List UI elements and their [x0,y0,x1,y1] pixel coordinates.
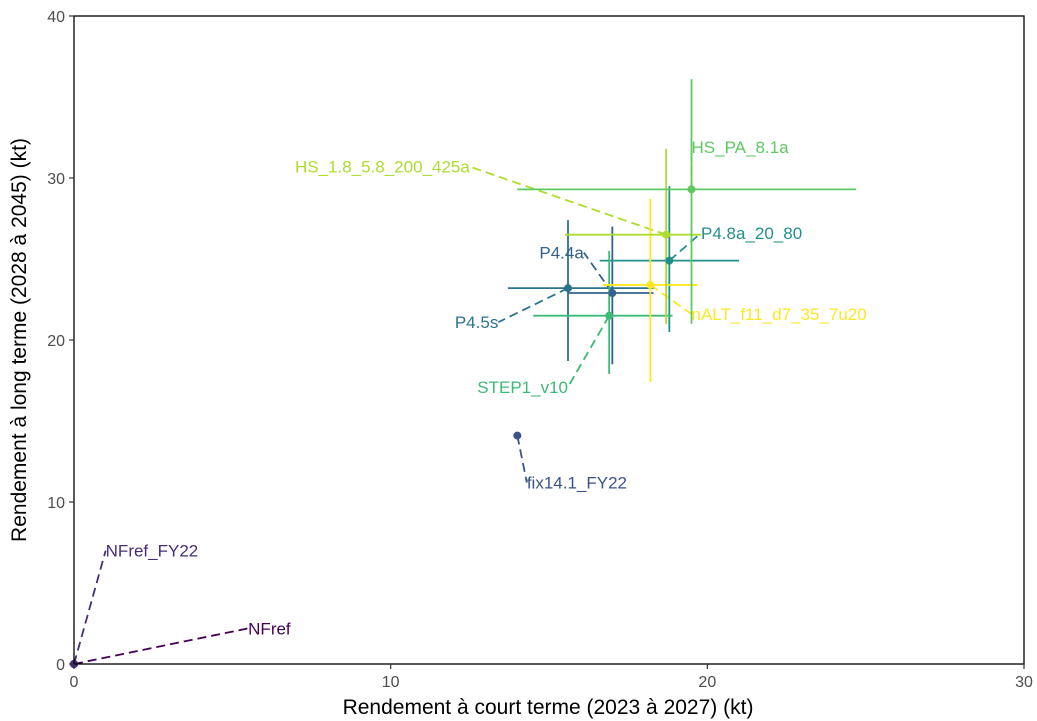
point-label: HS_1.8_5.8_200_425a [295,158,470,177]
data-point [662,230,671,239]
y-tick-label: 20 [47,333,65,350]
x-tick-label: 10 [382,674,400,691]
data-marks: NFref NFref_FY22 fix14.1_FY22 P4.5s P4.4a P4.… [70,79,867,668]
leader-line [73,627,249,665]
y-axis-title: Rendement à long terme (2028 à 2045) (kt… [8,138,31,542]
leader-line [583,252,614,294]
x-axis-title: Rendement à court terme (2023 à 2027) (k… [343,696,754,719]
leader-line [649,284,693,315]
point-label: HS_PA_8.1a [692,138,790,157]
leader-line [497,287,569,323]
y-tick-label: 30 [47,171,65,188]
data-point [608,289,617,298]
y-tick-label: 40 [47,9,65,26]
axes: 0 10 20 30 0 10 20 30 40 [47,9,1033,691]
y-tick-label: 0 [56,657,65,674]
data-point [605,311,614,320]
data-point [513,431,522,440]
leader-line [516,435,528,483]
point-label: NFref_FY22 [106,542,199,561]
point-label: P4.4a [539,244,584,263]
leader-line [668,232,702,262]
x-tick-label: 0 [70,674,79,691]
y-tick-label: 10 [47,495,65,512]
plot-border [73,15,1025,665]
leader-line [567,315,610,388]
point-label: STEP1_v10 [477,378,568,397]
x-tick-label: 30 [1015,674,1033,691]
data-point [687,185,696,194]
leader-line [73,550,107,665]
point-label: nALT_f11_d7_35_7u20 [692,305,867,324]
point-label: P4.8a_20_80 [701,224,802,243]
point-label: fix14.1_FY22 [527,474,627,493]
data-point [564,284,572,293]
point-label: P4.5s [455,313,498,332]
data-point [665,256,674,265]
x-tick-label: 20 [698,674,716,691]
point-label: NFref [248,619,291,638]
data-point [646,280,655,289]
leader-line [469,165,667,236]
